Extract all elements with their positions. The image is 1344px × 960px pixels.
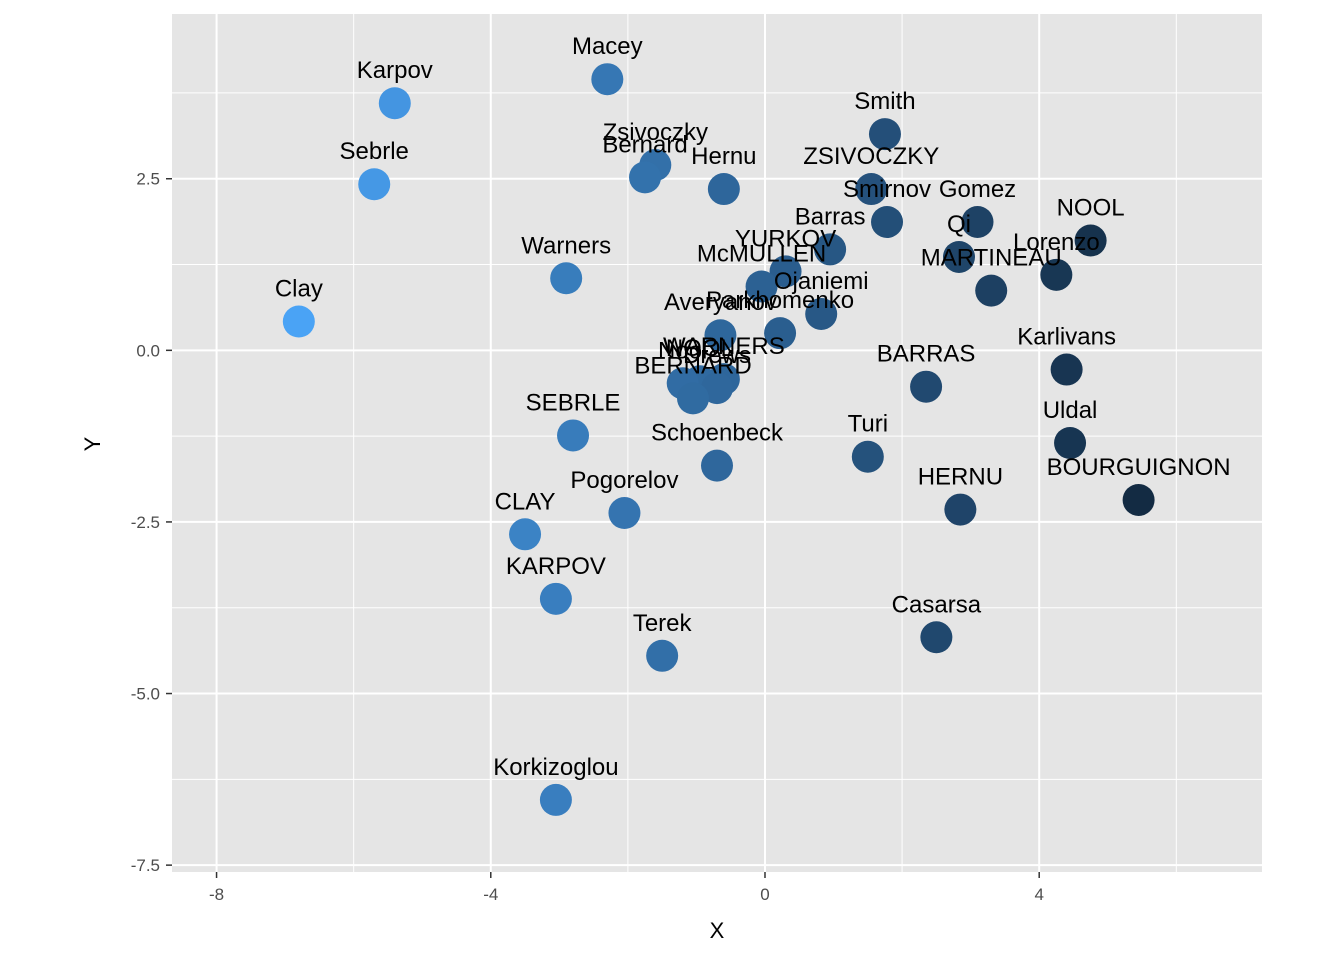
- point-label: ZSIVOCZKY: [803, 143, 939, 170]
- data-point: [769, 255, 802, 288]
- point-label: NOOL: [666, 335, 734, 362]
- data-point: [910, 370, 943, 403]
- x-tick-label: -8: [209, 885, 224, 904]
- point-label: BOURGUIGNON: [1047, 454, 1231, 481]
- point-label: Warners: [521, 232, 611, 259]
- y-axis-title: Y: [80, 436, 105, 451]
- data-point: [591, 63, 624, 96]
- x-tick-label: 4: [1034, 885, 1043, 904]
- data-point: [868, 118, 901, 151]
- point-label: Lorenzo: [1013, 229, 1100, 256]
- data-point: [944, 493, 977, 526]
- point-label: Smirnov: [843, 176, 931, 203]
- point-label: MARTINEAU: [921, 245, 1062, 272]
- data-point: [509, 518, 542, 551]
- data-point: [539, 582, 572, 615]
- data-point: [1040, 258, 1073, 291]
- x-axis-title: X: [710, 918, 725, 943]
- point-label: Karpov: [357, 57, 433, 84]
- point-label: Karlivans: [1017, 324, 1116, 351]
- point-label: Pogorelov: [570, 467, 678, 494]
- data-points: [282, 63, 1155, 816]
- data-point: [707, 173, 740, 206]
- point-label: Macey: [572, 33, 643, 60]
- point-label: Uldal: [1043, 397, 1098, 424]
- data-point: [961, 205, 994, 238]
- data-point: [851, 440, 884, 473]
- point-label: KARPOV: [506, 553, 606, 580]
- point-label: Turi: [848, 411, 888, 438]
- data-point: [550, 262, 583, 295]
- point-label: Zsivoczky: [603, 119, 708, 146]
- point-label: Ojaniemi: [774, 268, 869, 295]
- y-tick-label: -7.5: [131, 856, 160, 875]
- point-label: Sebrle: [340, 138, 409, 165]
- data-point: [1050, 353, 1083, 386]
- point-label: NOOL: [1057, 195, 1125, 222]
- point-label: BARRAS: [877, 341, 976, 368]
- data-point: [358, 168, 391, 201]
- y-tick-label: -5.0: [131, 685, 160, 704]
- y-tick-label: -2.5: [131, 513, 160, 532]
- data-point: [704, 319, 737, 352]
- y-axis: -7.5 -5.0 -2.5 0.0 2.5: [131, 170, 172, 875]
- point-label: Qi: [947, 211, 971, 238]
- y-tick-label: 2.5: [136, 170, 160, 189]
- point-label: Smith: [854, 88, 915, 115]
- x-axis: -8 -4 0 4: [209, 872, 1044, 904]
- data-point: [539, 783, 572, 816]
- point-label: McMULLEN: [697, 241, 826, 268]
- data-point: [608, 497, 641, 530]
- point-label: Korkizoglou: [493, 754, 618, 781]
- point-label: YURKOV: [735, 225, 836, 252]
- point-label: Terek: [633, 610, 693, 637]
- data-point: [701, 449, 733, 482]
- point-label: Gomez: [939, 176, 1016, 203]
- point-label: CLAY: [495, 488, 556, 515]
- point-label: Averyanov: [664, 289, 777, 316]
- data-point: [629, 161, 662, 194]
- point-label: Bernard: [602, 131, 687, 158]
- data-point: [378, 87, 411, 120]
- point-label: Parkhomenko: [706, 287, 854, 314]
- point-label: Drews: [683, 342, 751, 369]
- data-point: [814, 233, 847, 266]
- point-label: Barras: [795, 203, 866, 230]
- point-label: WARNERS: [663, 333, 785, 360]
- data-point: [646, 639, 679, 672]
- y-tick-label: 0.0: [136, 341, 160, 360]
- x-tick-label: 0: [760, 885, 769, 904]
- point-label: Hernu: [691, 143, 756, 170]
- data-point: [942, 240, 975, 273]
- point-label: HERNU: [918, 464, 1003, 491]
- data-point: [557, 419, 590, 452]
- point-label: SEBRLE: [526, 389, 621, 416]
- data-point: [1122, 483, 1155, 516]
- point-label: Schoenbeck: [651, 420, 784, 447]
- point-label: BERNARD: [634, 352, 751, 379]
- point-label: Nool: [658, 337, 707, 364]
- major-gridlines: [172, 14, 1262, 872]
- x-tick-label: -4: [483, 885, 498, 904]
- data-point: [282, 305, 315, 338]
- data-point: [701, 372, 733, 405]
- data-point: [975, 274, 1008, 307]
- data-point: [1074, 224, 1107, 257]
- data-point: [871, 205, 904, 238]
- data-point: [920, 621, 953, 654]
- data-point: [677, 382, 710, 415]
- data-point: [745, 270, 778, 303]
- data-point: [764, 317, 797, 350]
- point-label: Casarsa: [892, 591, 982, 618]
- data-point: [805, 297, 838, 330]
- data-point: [1054, 427, 1087, 459]
- point-label: Clay: [275, 276, 323, 303]
- data-point: [855, 173, 888, 206]
